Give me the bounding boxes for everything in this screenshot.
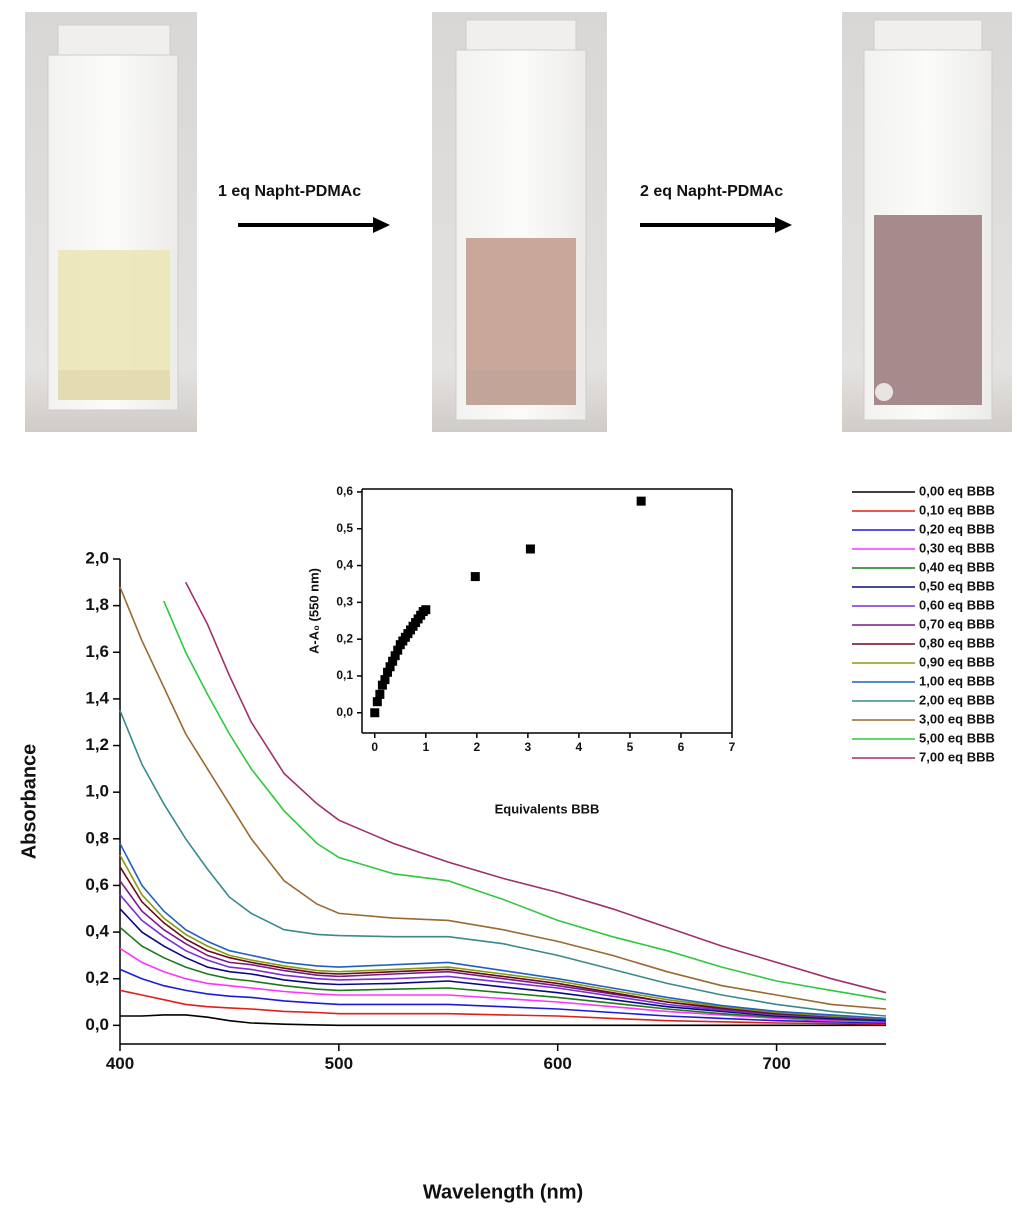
x-tick-label: 500 [325,1054,353,1073]
spectrum-line [184,581,887,994]
y-tick-label: 0,4 [85,922,109,941]
arrow-label: 2 eq Napht-PDMAc [640,183,783,200]
legend-label: 0,40 eq BBB [919,559,995,574]
data-point [525,544,535,554]
legend-label: 0,90 eq BBB [919,654,995,669]
spectrum-line [163,600,887,1001]
x-tick-label: 700 [762,1054,790,1073]
y-tick-label: 0,2 [85,968,109,987]
spectrum-line [119,586,887,1010]
y-tick-label: 0,0 [336,705,353,719]
x-tick-label: 600 [544,1054,572,1073]
x-tick-label: 4 [576,740,583,754]
y-tick-label: 1,2 [85,735,109,754]
y-tick-label: 0,6 [336,484,353,498]
data-point [388,656,398,666]
spectrum-line [119,989,887,1025]
x-tick-label: 7 [729,740,736,754]
y-tick-label: 0,8 [85,828,109,847]
data-point [380,675,390,685]
legend-label: 1,00 eq BBB [919,673,995,688]
legend-label: 0,20 eq BBB [919,521,995,536]
spectrum-line [119,894,887,1021]
data-point [372,697,382,707]
spectrum-line [119,710,887,1017]
legend-label: 3,00 eq BBB [919,711,995,726]
photo-cuvette-2 [432,12,607,432]
legend-label: 7,00 eq BBB [919,749,995,764]
spectrum-line [119,843,887,1020]
x-tick-label: 0 [371,740,378,754]
y-axis-title: A-A₀ (550 nm) [306,568,321,654]
arrow-head [775,217,792,233]
data-point [470,572,480,582]
legend-label: 0,80 eq BBB [919,635,995,650]
spectrum-line [119,968,887,1024]
x-axis-title: Wavelength (nm) [423,1181,583,1203]
y-tick-label: 0,5 [336,521,353,535]
x-tick-label: 2 [473,740,480,754]
x-tick-label: 1 [422,740,429,754]
arrow-label: 1 eq Napht-PDMAc [218,183,361,200]
data-point [377,680,387,690]
spectrum-line [119,866,887,1020]
legend-label: 0,30 eq BBB [919,540,995,555]
data-point [636,496,646,506]
x-tick-label: 3 [525,740,532,754]
x-tick-label: 400 [106,1054,134,1073]
data-point [393,645,403,655]
data-point [370,708,380,718]
data-point [375,689,385,699]
data-point [390,651,400,661]
spectrum-line [119,926,887,1022]
y-tick-label: 0,4 [336,558,353,572]
legend-label: 5,00 eq BBB [919,730,995,745]
x-tick-label: 5 [627,740,634,754]
x-tick-label: 6 [678,740,685,754]
y-tick-label: 0,0 [85,1015,109,1034]
data-point [383,667,393,677]
y-tick-label: 0,3 [336,595,353,609]
y-tick-label: 2,0 [85,548,109,567]
y-tick-label: 1,6 [85,642,109,661]
legend-label: 2,00 eq BBB [919,692,995,707]
y-axis-title: Absorbance [18,744,40,860]
spectrum-line [120,1014,886,1027]
chart: 0 1 2 3 4 5 6 7 0,0 0,1 0,2 0,3 0,4 0,5 0,6 Equivalents… [306,484,735,816]
spectrum-line [119,880,887,1021]
y-tick-label: 1,0 [85,782,109,801]
data-point [385,662,395,672]
legend-label: 0,70 eq BBB [919,616,995,631]
y-tick-label: 1,8 [85,595,109,614]
legend-label: 0,10 eq BBB [919,502,995,517]
chart: 400 500 600 700 0,0 0,2 0,4 0,6 0,8 1,0 1,2 1,4 1,6 1… [18,483,995,1203]
y-tick-label: 0,1 [336,668,353,682]
x-axis-title: Equivalents BBB [495,801,600,816]
photo-cuvette-1 [25,12,197,432]
spectrum-line [119,854,887,1020]
y-tick-label: 0,6 [85,875,109,894]
legend-label: 0,60 eq BBB [919,597,995,612]
legend-label: 0,50 eq BBB [919,578,995,593]
data-point [421,605,431,615]
y-tick-label: 0,2 [336,631,353,645]
arrow-head [373,217,390,233]
spectrum-line [119,947,887,1023]
legend-label: 0,00 eq BBB [919,483,995,498]
y-tick-label: 1,4 [85,688,109,707]
spectrum-line [119,908,887,1022]
photo-cuvette-3 [842,12,1012,432]
